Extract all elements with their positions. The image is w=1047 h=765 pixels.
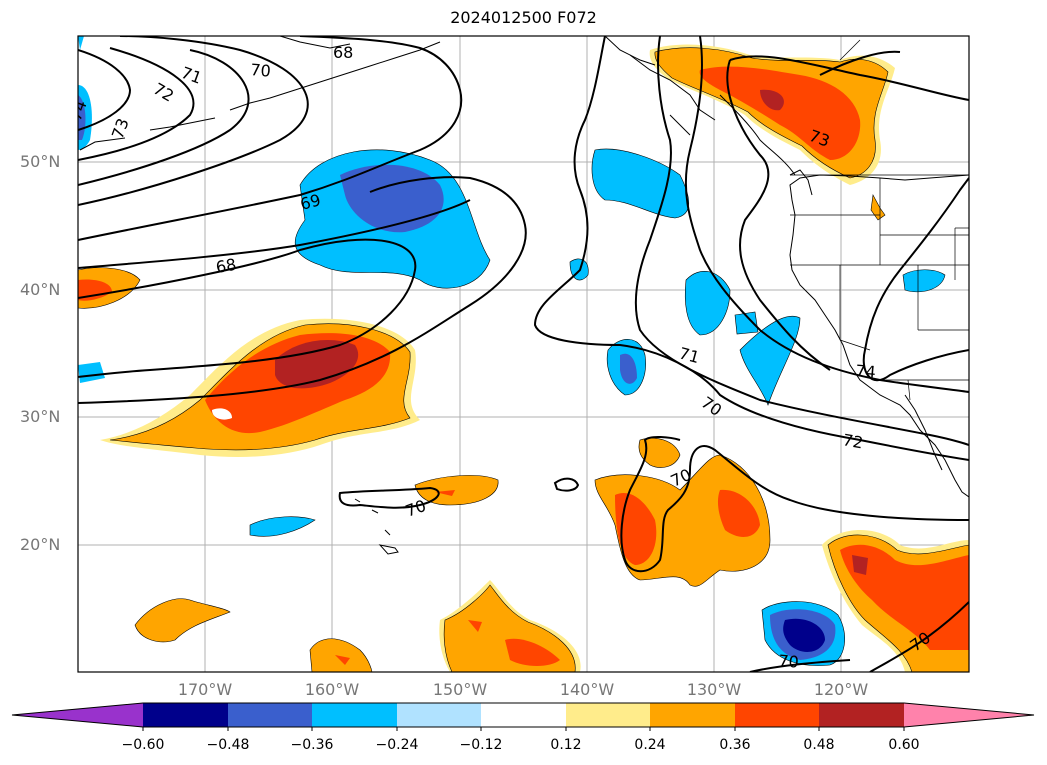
colorbar-tick: 0.24: [634, 737, 666, 753]
lon-label-170w: 170°W: [177, 680, 233, 699]
colorbar-tick: 0.60: [888, 737, 920, 753]
colorbar-tick: 0.12: [550, 737, 582, 753]
colorbar-swatch: [735, 703, 819, 727]
lon-label-150w: 150°W: [432, 680, 488, 699]
contour-label: 71: [179, 63, 205, 88]
anomaly-fills: [78, 36, 969, 672]
colorbar: [11, 702, 1035, 731]
map-title: 2024012500 F072: [450, 8, 597, 27]
colorbar-tick: −0.48: [206, 737, 250, 753]
lat-label-20n: 20°N: [20, 535, 61, 554]
contour-label: 72: [841, 430, 864, 452]
contour-label: 73: [108, 116, 133, 142]
contour-label: 70: [250, 60, 272, 81]
colorbar-tick: −0.60: [121, 737, 165, 753]
map-frame: [77, 35, 970, 673]
height-contours: [78, 36, 969, 672]
contour-label: 69: [298, 190, 323, 214]
gridlines: [78, 36, 969, 672]
colorbar-tick: −0.24: [375, 737, 419, 753]
lon-label-120w: 120°W: [813, 680, 869, 699]
colorbar-swatch: [397, 703, 481, 727]
colorbar-swatch: [566, 703, 650, 727]
colorbar-tick: 0.36: [719, 737, 751, 753]
lat-label-50n: 50°N: [20, 152, 61, 171]
colorbar-swatch: [312, 703, 397, 727]
contour-label: 72: [150, 79, 177, 106]
colorbar-swatch: [650, 703, 735, 727]
lon-label-140w: 140°W: [559, 680, 615, 699]
colorbar-extend-high: [904, 703, 1034, 727]
contour-label: 74: [855, 361, 877, 382]
lon-label-130w: 130°W: [686, 680, 742, 699]
borders: [790, 39, 969, 401]
colorbar-swatch: [819, 703, 904, 727]
colorbar-swatch: [143, 703, 228, 727]
colorbar-extend-low: [12, 703, 143, 727]
contour-label: 68: [333, 43, 353, 62]
colorbar-tick: −0.36: [290, 737, 334, 753]
colorbar-swatch: [228, 703, 312, 727]
contour-label: 68: [214, 255, 237, 277]
lon-label-160w: 160°W: [304, 680, 360, 699]
colorbar-swatch: [481, 703, 566, 727]
colorbar-tick: −0.12: [459, 737, 503, 753]
lat-label-40n: 40°N: [20, 280, 61, 299]
lat-label-30n: 30°N: [20, 407, 61, 426]
contour-label: 71: [677, 344, 702, 368]
contour-label: 70: [403, 496, 429, 521]
colorbar-tick: 0.48: [803, 737, 835, 753]
contour-label: 70: [778, 651, 800, 672]
